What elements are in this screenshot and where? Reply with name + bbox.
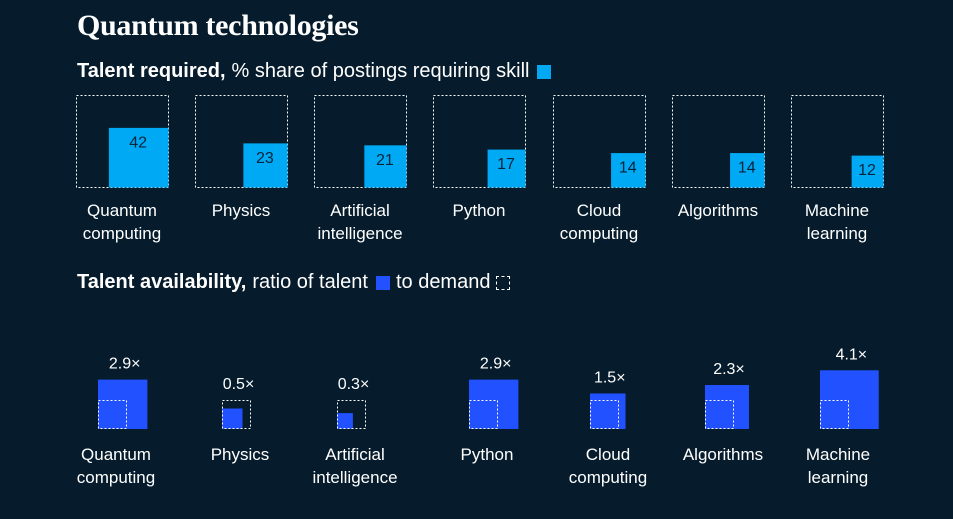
- required-frame: [672, 95, 765, 188]
- required-category-label: computing: [560, 224, 638, 243]
- availability-category-label: Python: [461, 445, 514, 464]
- talent-availability-heading: Talent availability, ratio of talent to …: [77, 271, 511, 294]
- availability-ratio-label: 2.3×: [713, 361, 745, 378]
- talent-availability-desc-b: to demand: [395, 271, 491, 293]
- required-category-label: learning: [807, 224, 868, 243]
- required-bar: [243, 143, 288, 188]
- required-category-label: intelligence: [317, 224, 402, 243]
- availability-category-label: Cloud: [586, 445, 630, 464]
- availability-ratio-label: 4.1×: [836, 346, 868, 363]
- availability-ratio-label: 2.9×: [480, 356, 512, 373]
- required-value-label: 23: [256, 150, 274, 167]
- required-frame: [553, 95, 646, 188]
- required-bar: [487, 149, 526, 188]
- talent-availability-desc-a: ratio of talent: [252, 271, 368, 293]
- availability-category-label: Algorithms: [683, 445, 763, 464]
- availability-category-label: Artificial: [325, 445, 385, 464]
- required-bar: [108, 127, 169, 188]
- talent-bar: [337, 413, 353, 429]
- availability-ratio-label: 0.3×: [338, 376, 370, 393]
- required-bar: [730, 153, 765, 188]
- required-category-label: Cloud: [577, 201, 621, 220]
- demand-square: [469, 400, 498, 429]
- required-value-label: 17: [497, 156, 515, 173]
- demand-square: [98, 400, 127, 429]
- required-category-label: Physics: [212, 201, 271, 220]
- availability-category-label: learning: [808, 468, 869, 487]
- required-legend-swatch: [537, 64, 552, 79]
- talent-bar: [469, 379, 519, 429]
- talent-bar: [98, 379, 148, 429]
- talent-bar: [820, 370, 879, 429]
- required-category-label: Quantum: [87, 201, 157, 220]
- availability-ratio-label: 0.5×: [223, 376, 255, 393]
- availability-ratio-label: 2.9×: [109, 356, 141, 373]
- required-category-label: computing: [83, 224, 161, 243]
- talent-bar: [590, 393, 626, 429]
- talent-bar: [705, 385, 749, 429]
- talent-legend-swatch: [375, 275, 390, 290]
- demand-square: [590, 400, 619, 429]
- availability-category-label: computing: [569, 468, 647, 487]
- talent-required-heading: Talent required, % share of postings req…: [77, 60, 552, 83]
- required-frame: [433, 95, 526, 188]
- demand-square: [820, 400, 849, 429]
- availability-category-label: Physics: [211, 445, 270, 464]
- demand-square: [705, 400, 734, 429]
- talent-availability-bold: Talent availability,: [77, 271, 247, 293]
- availability-category-label: Machine: [806, 445, 870, 464]
- talent-bar: [222, 408, 243, 429]
- required-frame: [195, 95, 288, 188]
- required-value-label: 42: [129, 134, 147, 151]
- required-category-label: Artificial: [330, 201, 390, 220]
- required-value-label: 14: [619, 160, 637, 177]
- required-frame: [314, 95, 407, 188]
- required-frame: [791, 95, 884, 188]
- required-bar: [611, 153, 646, 188]
- required-category-label: Machine: [805, 201, 869, 220]
- talent-required-bold: Talent required,: [77, 60, 226, 82]
- availability-category-label: intelligence: [312, 468, 397, 487]
- availability-category-label: Quantum: [81, 445, 151, 464]
- talent-required-desc: % share of postings requiring skill: [231, 60, 530, 82]
- required-category-label: Algorithms: [678, 201, 758, 220]
- availability-category-label: computing: [77, 468, 155, 487]
- page-title: Quantum technologies: [77, 9, 359, 42]
- required-value-label: 12: [858, 162, 876, 179]
- required-value-label: 21: [376, 152, 394, 169]
- demand-square: [337, 400, 366, 429]
- required-bar: [851, 155, 884, 188]
- availability-ratio-label: 1.5×: [594, 369, 626, 386]
- demand-square: [222, 400, 251, 429]
- required-value-label: 14: [738, 160, 756, 177]
- required-bar: [364, 145, 407, 188]
- required-category-label: Python: [453, 201, 506, 220]
- demand-legend-swatch: [496, 275, 511, 290]
